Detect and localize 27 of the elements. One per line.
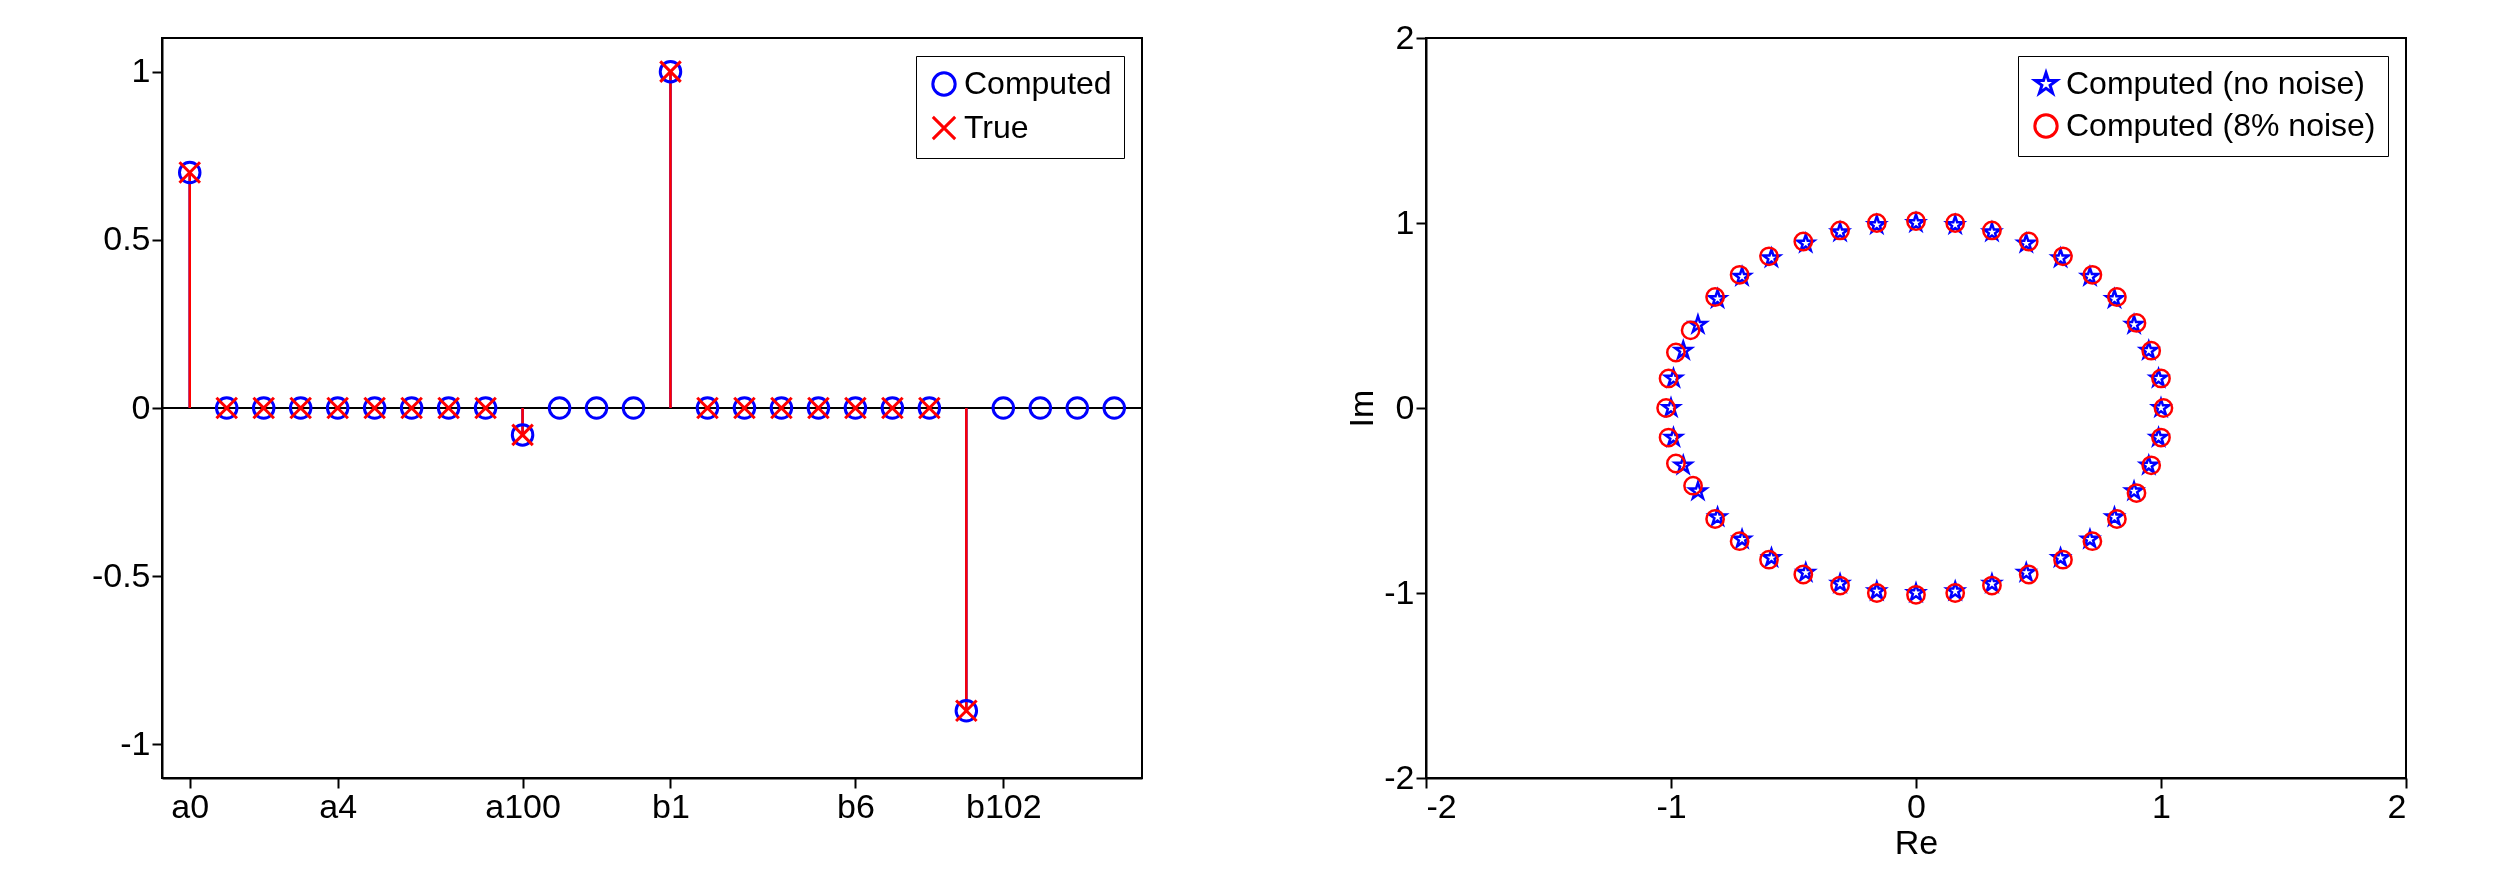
y-tick-label: 0.5 <box>103 219 151 258</box>
x-tick-label: -1 <box>1656 786 1687 825</box>
legend-label: Computed (8% noise) <box>2066 107 2376 143</box>
legend-label: Computed (no noise) <box>2066 65 2365 101</box>
x-tick-label: 1 <box>2152 786 2171 825</box>
x-tick-label: b6 <box>836 786 875 825</box>
x-axis-title: Re <box>1894 822 1939 861</box>
x-tick-label: a100 <box>485 786 561 825</box>
y-tick-label: 1 <box>1395 202 1415 241</box>
x-tick-label: 0 <box>1907 786 1926 825</box>
y-tick-label: -1 <box>120 723 151 762</box>
x-tick-label: 2 <box>2387 786 2407 825</box>
y-tick-label: 0 <box>131 387 151 426</box>
y-tick-label: -1 <box>1384 572 1415 611</box>
y-tick-label: 0 <box>1395 387 1415 426</box>
x-tick-label: a4 <box>319 786 358 825</box>
x-tick-label: a0 <box>171 786 210 825</box>
x-tick-label: b1 <box>652 786 690 825</box>
y-tick-label: -2 <box>1384 757 1415 796</box>
x-tick-label: b102 <box>966 786 1042 825</box>
y-tick-label: 2 <box>1395 17 1415 56</box>
y-tick-label: -0.5 <box>91 555 151 594</box>
y-axis-title: Im <box>1342 389 1381 428</box>
legend-label: Computed <box>964 65 1112 101</box>
x-tick-label: -2 <box>1426 786 1457 825</box>
legend-label: True <box>964 109 1029 145</box>
y-tick-label: 1 <box>131 51 151 90</box>
